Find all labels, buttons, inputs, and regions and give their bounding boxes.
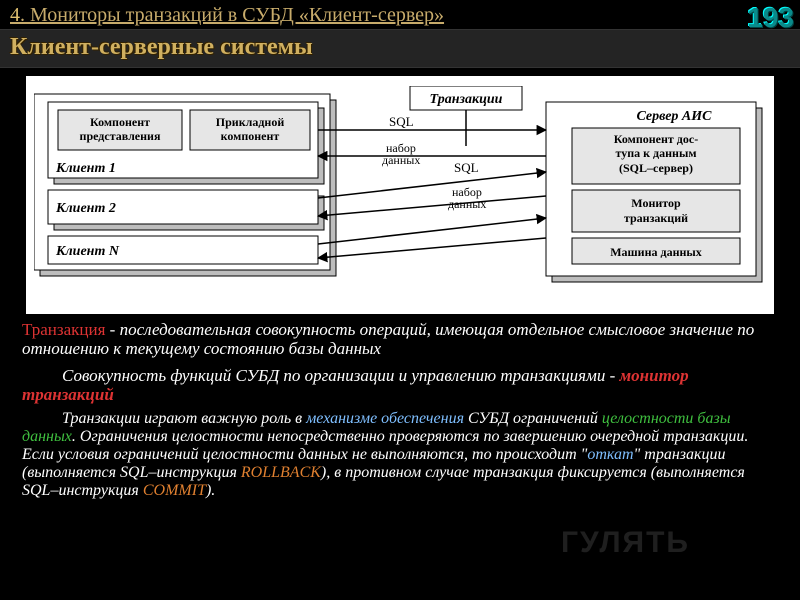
p3-orange1: ROLLBACK: [241, 464, 321, 481]
architecture-diagram: Клиент N Клиент 2 Компонент представлени…: [26, 76, 774, 314]
svg-text:данных: данных: [382, 153, 420, 167]
svg-text:Компонент дос-: Компонент дос-: [614, 132, 698, 146]
paragraph-3: Транзакции играют важную роль в механизм…: [22, 410, 778, 500]
p3-f: ).: [206, 482, 215, 499]
transactions-label: Транзакции: [430, 92, 503, 107]
sql-label-1: SQL: [389, 114, 414, 129]
app-comp-l2: компонент: [221, 129, 280, 143]
p1-rest: - последовательная совокупность операций…: [22, 320, 754, 358]
client-1-label: Клиент 1: [55, 161, 116, 176]
section-title: 4. Мониторы транзакций в СУБД «Клиент-се…: [0, 0, 800, 29]
section-num: 4: [10, 4, 20, 26]
diagram-svg: Клиент N Клиент 2 Компонент представлени…: [34, 86, 768, 302]
sql-label-2: SQL: [454, 160, 479, 175]
watermark: ГУЛЯТЬ: [561, 526, 690, 560]
paragraph-1: Транзакция - последовательная совокупнос…: [22, 320, 778, 358]
p2-a: Совокупность функций СУБД по организации…: [62, 366, 620, 385]
app-comp-l1: Прикладной: [216, 115, 285, 129]
section-text: . Мониторы транзакций в СУБД «Клиент-сер…: [20, 4, 444, 26]
comp-present-l2: представления: [80, 129, 161, 143]
svg-text:данных: данных: [448, 197, 486, 211]
p3-orange2: COMMIT: [143, 482, 206, 499]
client-n-label: Клиент N: [55, 244, 120, 259]
comp-present-l1: Компонент: [90, 115, 150, 129]
body-text: Транзакция - последовательная совокупнос…: [0, 320, 800, 500]
page-number: 193: [747, 2, 794, 34]
data-engine-label: Машина данных: [610, 245, 702, 259]
svg-text:(SQL–сервер): (SQL–сервер): [619, 161, 693, 175]
p3-a: Транзакции играют важную роль в: [62, 410, 306, 427]
subtitle: Клиент-серверные системы: [0, 29, 800, 68]
p3-b: СУБД ограничений: [464, 410, 602, 427]
term-transaction: Транзакция: [22, 320, 105, 339]
server-label: Сервер АИС: [636, 109, 712, 124]
svg-text:тупа к данным: тупа к данным: [615, 146, 696, 160]
paragraph-2: Совокупность функций СУБД по организации…: [22, 366, 778, 404]
svg-text:транзакций: транзакций: [624, 211, 688, 225]
svg-text:Монитор: Монитор: [631, 196, 681, 210]
p3-blue2: откат: [587, 446, 633, 463]
client-2-label: Клиент 2: [55, 201, 116, 216]
p3-blue1: механизме обеспечения: [306, 410, 464, 427]
